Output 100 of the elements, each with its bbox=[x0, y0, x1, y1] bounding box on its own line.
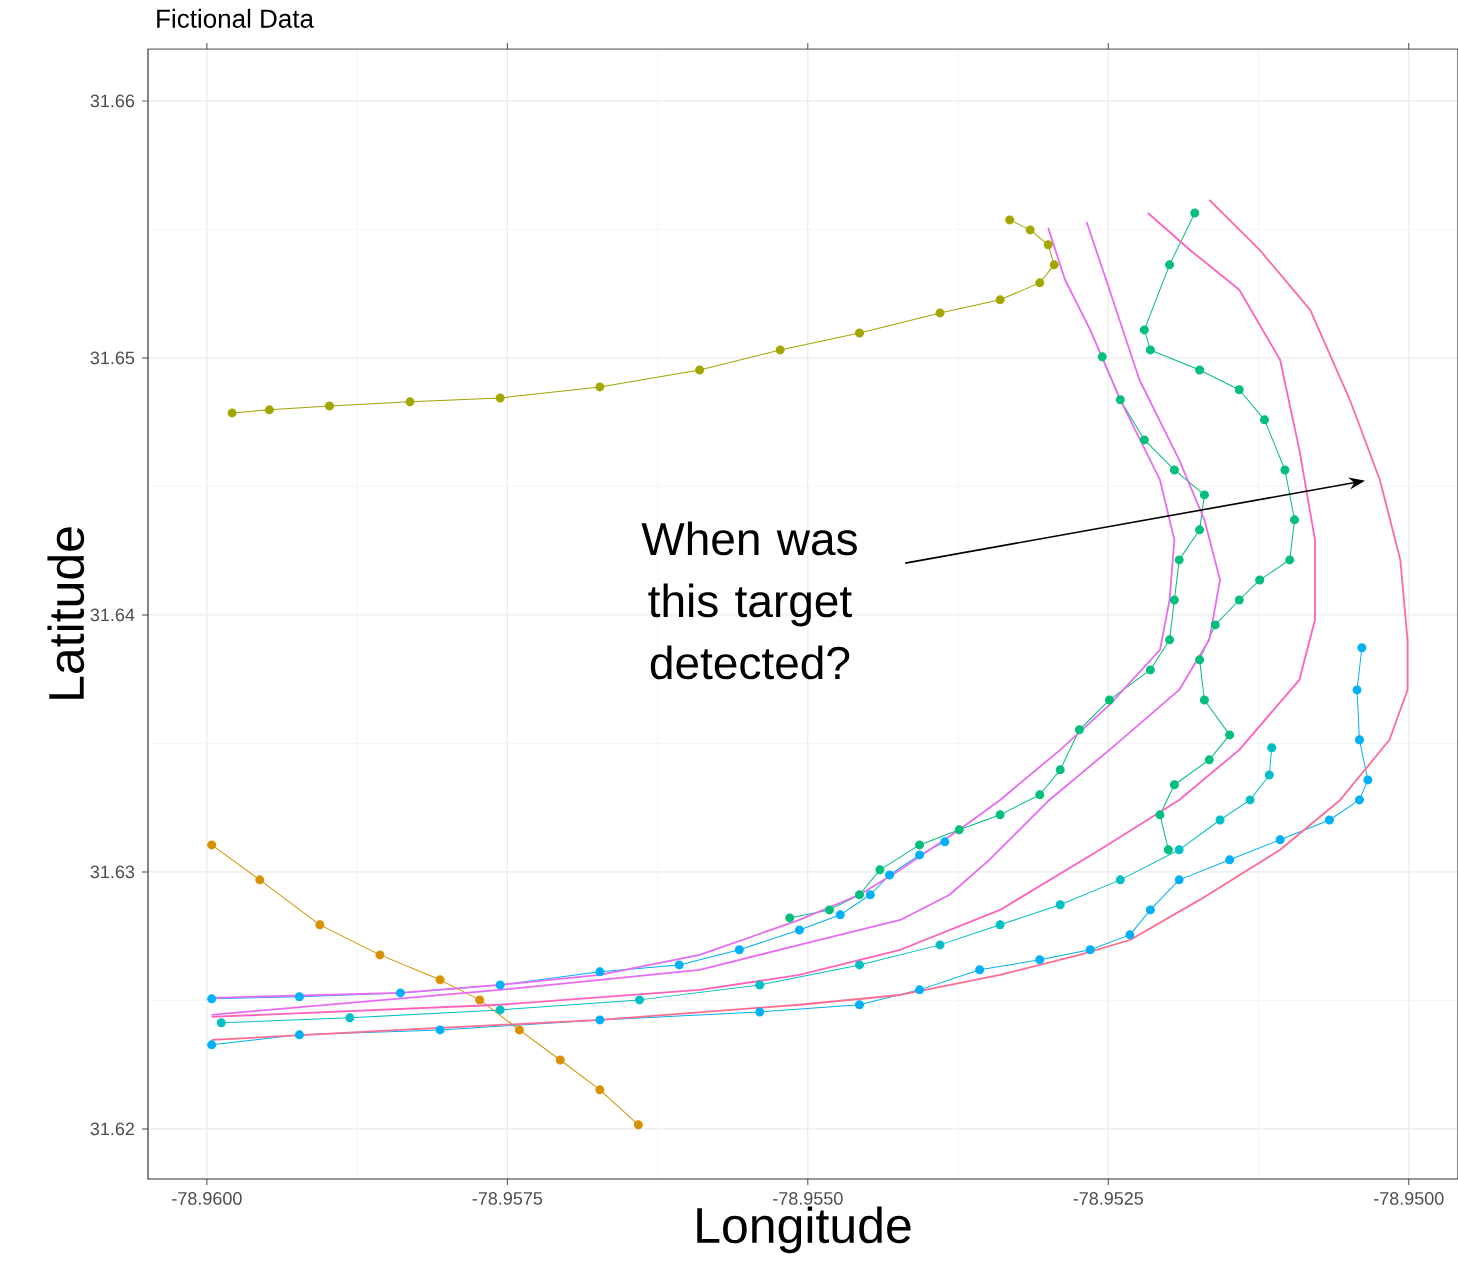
point bbox=[1035, 278, 1045, 288]
point bbox=[555, 1055, 565, 1065]
point bbox=[1234, 385, 1244, 395]
point bbox=[875, 865, 885, 875]
point bbox=[1035, 955, 1045, 965]
point bbox=[1210, 620, 1220, 630]
x-tick-label: -78.9600 bbox=[172, 1192, 242, 1205]
point bbox=[1255, 575, 1265, 585]
point bbox=[1085, 945, 1095, 955]
point bbox=[935, 940, 945, 950]
point bbox=[1097, 352, 1107, 362]
point bbox=[1245, 795, 1255, 805]
point bbox=[854, 328, 864, 338]
x-tick-label: -78.9550 bbox=[773, 1192, 843, 1205]
point bbox=[1025, 225, 1035, 235]
point bbox=[1199, 490, 1209, 500]
point bbox=[794, 925, 804, 935]
point bbox=[1139, 325, 1149, 335]
point bbox=[294, 992, 304, 1002]
point bbox=[1195, 525, 1205, 535]
point bbox=[935, 308, 945, 318]
point bbox=[865, 890, 875, 900]
point bbox=[1195, 655, 1205, 665]
point bbox=[1145, 905, 1155, 915]
point bbox=[915, 850, 925, 860]
point bbox=[216, 1018, 226, 1028]
point bbox=[995, 920, 1005, 930]
point bbox=[264, 405, 274, 415]
point bbox=[435, 975, 445, 985]
point bbox=[324, 401, 334, 411]
point bbox=[495, 1005, 505, 1015]
point bbox=[1115, 395, 1125, 405]
point bbox=[315, 920, 325, 930]
y-tick-label: 31.63 bbox=[90, 865, 135, 879]
point bbox=[495, 980, 505, 990]
point bbox=[885, 870, 895, 880]
point bbox=[734, 945, 744, 955]
point bbox=[207, 840, 217, 850]
point bbox=[954, 825, 964, 835]
point bbox=[995, 295, 1005, 305]
point bbox=[1165, 635, 1175, 645]
point bbox=[755, 1007, 765, 1017]
point bbox=[1280, 465, 1290, 475]
point bbox=[595, 1085, 605, 1095]
point bbox=[1234, 595, 1244, 605]
point bbox=[1190, 208, 1200, 218]
x-axis-title: Longitude bbox=[697, 1206, 911, 1254]
point bbox=[294, 1030, 304, 1040]
point bbox=[1324, 815, 1334, 825]
point bbox=[785, 913, 795, 923]
point bbox=[1115, 875, 1125, 885]
point bbox=[1043, 240, 1053, 250]
point bbox=[633, 1120, 643, 1130]
point bbox=[835, 910, 845, 920]
point bbox=[995, 810, 1005, 820]
x-tick-label: -78.9575 bbox=[472, 1192, 543, 1205]
point bbox=[915, 840, 925, 850]
point bbox=[595, 1015, 605, 1025]
point bbox=[1267, 743, 1277, 753]
point bbox=[940, 837, 950, 847]
point bbox=[375, 950, 385, 960]
point bbox=[1155, 810, 1165, 820]
point bbox=[1174, 845, 1184, 855]
point bbox=[495, 393, 505, 403]
point bbox=[674, 960, 684, 970]
point bbox=[345, 1013, 355, 1023]
point bbox=[1145, 345, 1155, 355]
point bbox=[255, 875, 265, 885]
point bbox=[595, 967, 605, 977]
point bbox=[1165, 260, 1175, 270]
point bbox=[1215, 815, 1225, 825]
point bbox=[854, 1000, 864, 1010]
point bbox=[514, 1025, 524, 1035]
point bbox=[405, 397, 415, 407]
point bbox=[1363, 775, 1373, 785]
point bbox=[1145, 665, 1155, 675]
point bbox=[1275, 835, 1285, 845]
point bbox=[1104, 695, 1114, 705]
y-tick-label: 31.64 bbox=[90, 608, 135, 622]
point bbox=[755, 980, 765, 990]
y-tick-label: 31.66 bbox=[90, 94, 135, 108]
point bbox=[1352, 685, 1362, 695]
point bbox=[854, 890, 864, 900]
point bbox=[1264, 770, 1274, 780]
point bbox=[1005, 215, 1015, 225]
point bbox=[1260, 415, 1270, 425]
point bbox=[824, 905, 834, 915]
point bbox=[695, 365, 705, 375]
point bbox=[1163, 845, 1173, 855]
point bbox=[1285, 555, 1295, 565]
point bbox=[1225, 730, 1235, 740]
point bbox=[435, 1025, 445, 1035]
point bbox=[635, 995, 645, 1005]
point bbox=[915, 985, 925, 995]
point bbox=[1035, 790, 1045, 800]
point bbox=[1195, 365, 1205, 375]
point bbox=[1204, 755, 1214, 765]
y-tick-label: 31.65 bbox=[90, 351, 135, 365]
point bbox=[1354, 735, 1364, 745]
point bbox=[1225, 855, 1235, 865]
